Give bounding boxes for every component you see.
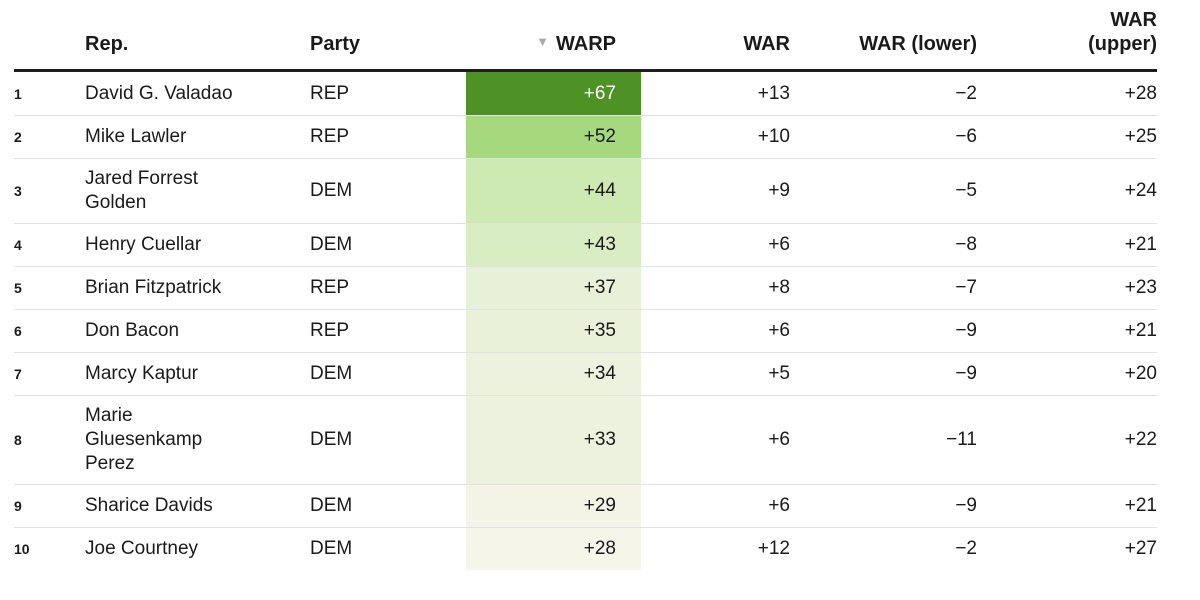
war-cell: +6 (768, 495, 790, 516)
war-cell: +12 (757, 538, 790, 559)
war-upper-cell: +24 (1124, 180, 1157, 201)
rank-cell: 4 (14, 237, 22, 253)
rank-cell: 1 (14, 85, 22, 102)
war-cell: +13 (757, 82, 790, 104)
col-header-warp-label: WARP (556, 33, 616, 55)
table-header-row: Rep. Party ▼ WARP WAR WAR (lower) WAR (u… (14, 0, 1157, 72)
war-lower-cell: −9 (955, 320, 977, 341)
table-row: 1 David G. Valadao REP +67 +13 −2 +28 (14, 72, 1157, 115)
warp-cell: +67 (466, 72, 641, 115)
party-cell: REP (310, 320, 350, 341)
war-lower-cell: −6 (955, 126, 977, 147)
rep-warp-table: Rep. Party ▼ WARP WAR WAR (lower) WAR (u… (14, 0, 1157, 570)
party-cell: REP (310, 126, 350, 147)
warp-cell: +37 (466, 267, 641, 309)
table-row: 8 Marie Gluesenkamp Perez DEM +33 +6 −11… (14, 395, 1157, 484)
party-cell: REP (310, 82, 350, 104)
rep-cell: Brian Fitzpatrick (85, 277, 222, 298)
war-cell: +5 (768, 363, 790, 384)
war-lower-cell: −11 (946, 429, 977, 450)
war-upper-cell: +21 (1124, 320, 1157, 341)
war-upper-cell: +27 (1124, 538, 1157, 559)
table-row: 4 Henry Cuellar DEM +43 +6 −8 +21 (14, 223, 1157, 266)
rep-cell: Don Bacon (85, 320, 180, 341)
col-header-party[interactable]: Party (310, 33, 361, 55)
warp-cell: +33 (466, 396, 641, 484)
rank-cell: 6 (14, 323, 22, 339)
war-lower-cell: −2 (955, 538, 977, 559)
rank-cell: 2 (14, 129, 22, 145)
table-row: 10 Joe Courtney DEM +28 +12 −2 +27 (14, 527, 1157, 570)
rep-cell: Jared Forrest Golden (85, 168, 198, 213)
war-upper-cell: +21 (1124, 234, 1157, 255)
col-header-war-upper[interactable]: WAR (upper) (1088, 9, 1157, 55)
col-header-warp[interactable]: ▼ WARP (466, 0, 641, 69)
party-cell: DEM (310, 495, 353, 516)
war-lower-cell: −7 (955, 277, 977, 298)
war-upper-cell: +20 (1124, 363, 1157, 384)
rank-cell: 10 (14, 541, 30, 557)
war-upper-cell: +22 (1124, 429, 1157, 450)
war-upper-cell: +21 (1124, 495, 1157, 516)
war-cell: +9 (768, 180, 790, 201)
party-cell: DEM (310, 363, 353, 384)
rep-cell: Marcy Kaptur (85, 363, 198, 384)
warp-cell: +35 (466, 310, 641, 352)
table-row: 9 Sharice Davids DEM +29 +6 −9 +21 (14, 484, 1157, 527)
war-cell: +10 (757, 126, 790, 147)
table-row: 5 Brian Fitzpatrick REP +37 +8 −7 +23 (14, 266, 1157, 309)
col-header-war[interactable]: WAR (743, 33, 790, 55)
table-row: 6 Don Bacon REP +35 +6 −9 +21 (14, 309, 1157, 352)
war-lower-cell: −9 (955, 363, 977, 384)
warp-cell: +34 (466, 353, 641, 395)
warp-cell: +28 (466, 528, 641, 570)
war-cell: +6 (768, 320, 790, 341)
rep-cell: David G. Valadao (85, 82, 233, 104)
table-row: 7 Marcy Kaptur DEM +34 +5 −9 +20 (14, 352, 1157, 395)
table-row: 2 Mike Lawler REP +52 +10 −6 +25 (14, 115, 1157, 158)
warp-cell: +43 (466, 224, 641, 266)
rep-cell: Marie Gluesenkamp Perez (85, 405, 203, 474)
warp-cell: +29 (466, 485, 641, 527)
war-upper-cell: +23 (1124, 277, 1157, 298)
war-lower-cell: −8 (955, 234, 977, 255)
rep-cell: Henry Cuellar (85, 234, 202, 255)
rank-cell: 5 (14, 280, 22, 296)
war-lower-cell: −9 (955, 495, 977, 516)
table-row: 3 Jared Forrest Golden DEM +44 +9 −5 +24 (14, 158, 1157, 223)
rep-cell: Sharice Davids (85, 495, 213, 516)
rep-cell: Mike Lawler (85, 126, 187, 147)
rank-cell: 7 (14, 366, 22, 382)
rep-cell: Joe Courtney (85, 538, 199, 559)
war-upper-cell: +28 (1124, 82, 1157, 104)
col-header-rep[interactable]: Rep. (85, 33, 129, 55)
warp-cell: +44 (466, 159, 641, 223)
rank-cell: 9 (14, 498, 22, 514)
war-cell: +6 (768, 234, 790, 255)
war-lower-cell: −5 (955, 180, 977, 201)
party-cell: DEM (310, 180, 353, 201)
war-lower-cell: −2 (955, 82, 977, 104)
party-cell: DEM (310, 429, 353, 450)
party-cell: DEM (310, 234, 353, 255)
rank-cell: 3 (14, 183, 22, 199)
war-upper-cell: +25 (1124, 126, 1157, 147)
sort-desc-icon: ▼ (536, 34, 549, 49)
war-cell: +8 (768, 277, 790, 298)
war-cell: +6 (768, 429, 790, 450)
party-cell: DEM (310, 538, 353, 559)
col-header-war-lower[interactable]: WAR (lower) (859, 33, 977, 55)
col-header-rank (14, 48, 85, 69)
party-cell: REP (310, 277, 350, 298)
rank-cell: 8 (14, 432, 22, 448)
warp-cell: +52 (466, 116, 641, 158)
